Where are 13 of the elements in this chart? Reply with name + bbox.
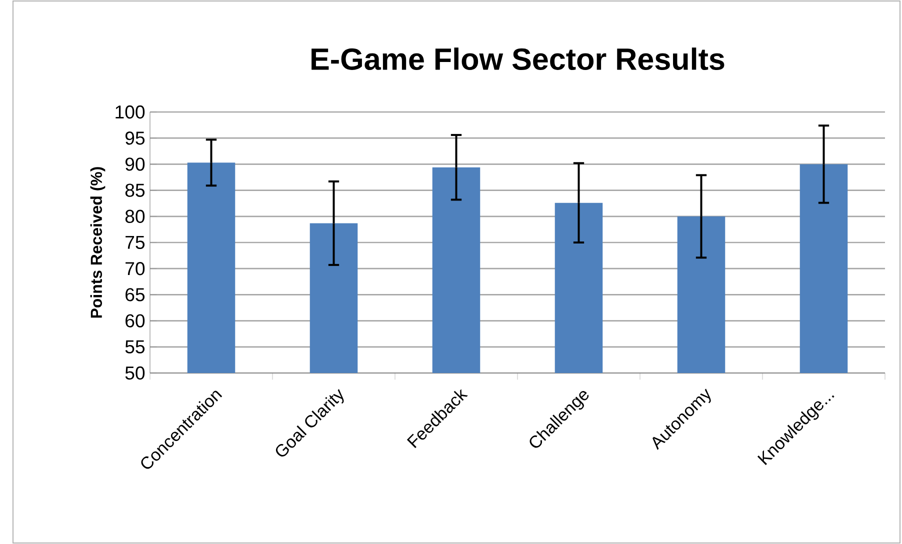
y-tick-label: 55	[125, 340, 145, 354]
y-tick-label: 65	[126, 288, 145, 302]
y-tick-label: 100	[116, 105, 145, 119]
y-tick-label: 90	[125, 158, 145, 171]
y-tick-label: 80	[125, 210, 145, 223]
y-tick-label: 50	[125, 366, 145, 380]
y-tick-label: 60	[126, 314, 145, 328]
y-tick-label: 70	[126, 262, 145, 276]
y-tick-label: 75	[126, 236, 145, 249]
y-axis-title: Points Received (%)	[90, 167, 106, 318]
y-tick-label: 95	[125, 132, 145, 145]
y-tick-label: 85	[125, 184, 145, 197]
chart-title: E-Game Flow Sector Results	[312, 48, 724, 70]
